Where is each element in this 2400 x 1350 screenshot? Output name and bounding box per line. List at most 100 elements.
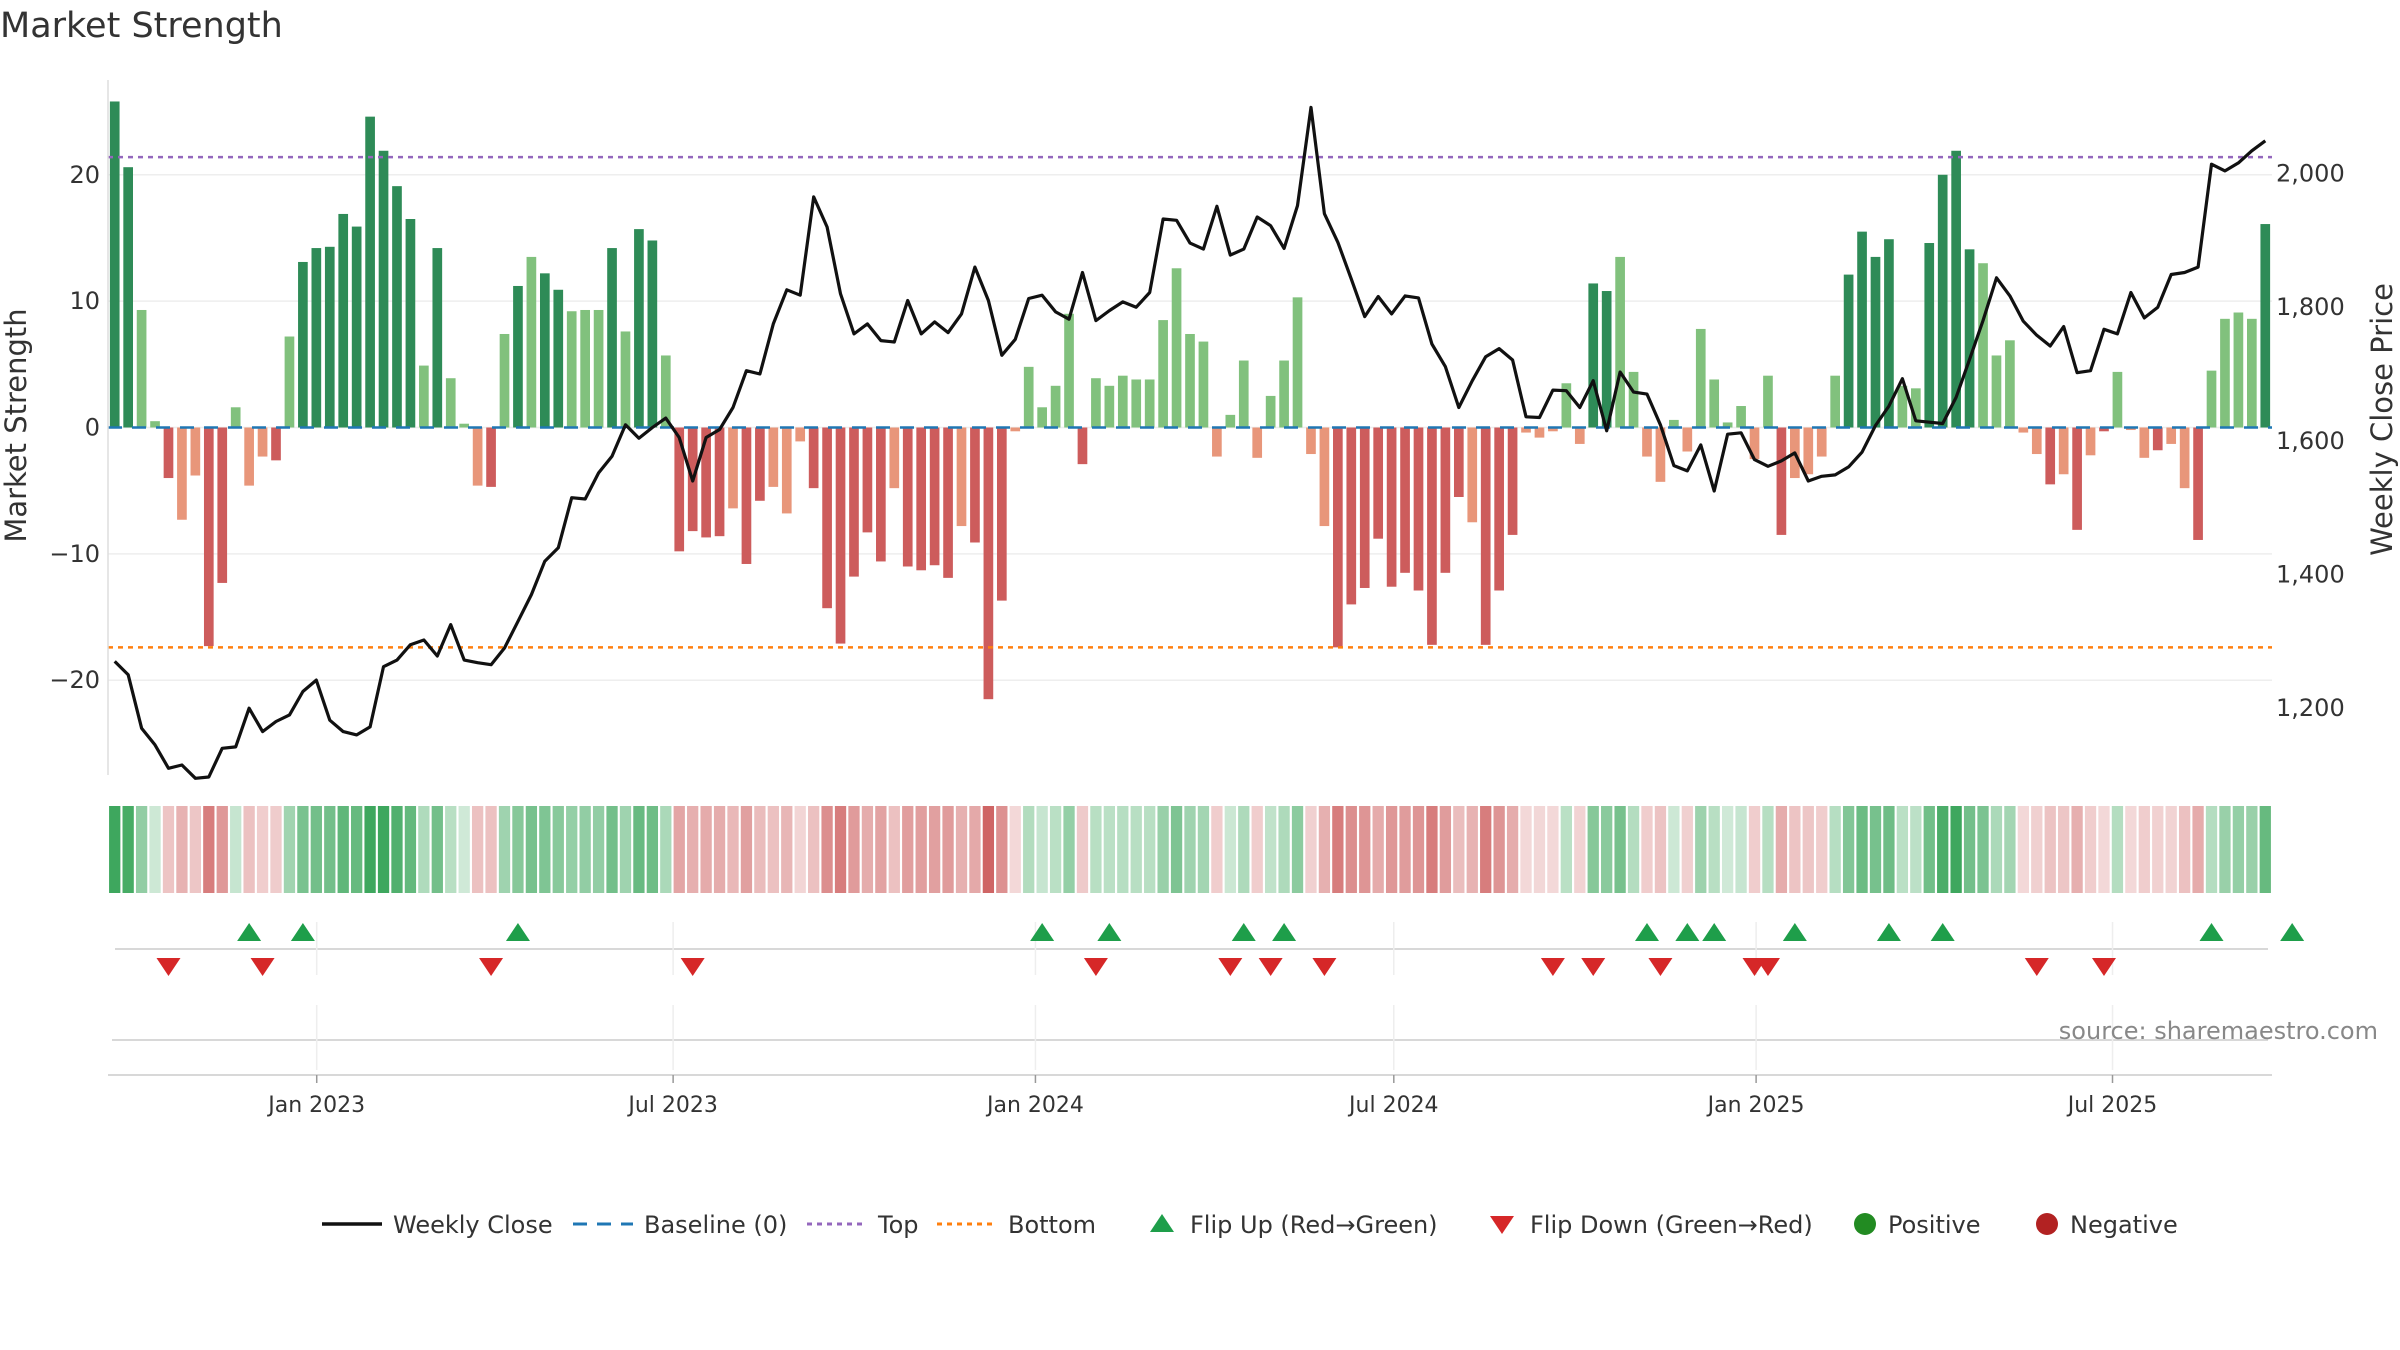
flip-down-marker xyxy=(250,958,275,976)
strength-bar xyxy=(1669,419,1679,428)
strength-bar xyxy=(298,261,308,428)
strength-bar xyxy=(674,427,685,552)
heat-cell xyxy=(1023,806,1035,893)
heat-cell xyxy=(660,806,672,893)
strength-bar xyxy=(1225,414,1236,428)
strength-bar xyxy=(271,427,281,461)
x-tick-label: Jan 2023 xyxy=(266,1093,365,1118)
strength-bar xyxy=(1306,427,1316,455)
strength-bar xyxy=(1494,427,1504,591)
heat-cell xyxy=(216,806,228,893)
heat-cell xyxy=(149,806,161,893)
left-tick-label: 0 xyxy=(85,414,100,442)
strength-bar xyxy=(2139,427,2150,458)
strength-bar xyxy=(405,219,416,428)
strength-bar xyxy=(1615,256,1625,428)
heat-cell xyxy=(1641,806,1653,893)
heat-cell xyxy=(915,806,927,893)
heat-cell xyxy=(767,806,779,893)
strength-bar xyxy=(1238,360,1249,428)
heat-cell xyxy=(740,806,753,893)
strength-bar xyxy=(983,427,994,700)
right-tick-label: 1,800 xyxy=(2276,293,2345,321)
heat-cell xyxy=(1291,806,1304,893)
strength-bar xyxy=(1776,427,1787,535)
strength-bar xyxy=(1117,375,1128,428)
strength-bar xyxy=(768,427,779,487)
strength-bar xyxy=(862,427,873,533)
heat-cell xyxy=(1627,806,1640,893)
strength-bar xyxy=(513,285,523,428)
strength-bar xyxy=(1521,427,1531,433)
strength-bar xyxy=(795,427,806,442)
heat-cell xyxy=(1197,806,1210,893)
legend-swatch-negative xyxy=(2036,1213,2058,1235)
heat-cell xyxy=(2058,806,2070,893)
strength-bar xyxy=(1077,427,1088,465)
heat-cell xyxy=(2178,806,2191,893)
x-tick-label: Jul 2023 xyxy=(626,1093,718,1118)
heat-cell xyxy=(2031,806,2043,893)
strength-bar xyxy=(593,309,604,428)
heat-cell xyxy=(351,806,363,893)
strength-bar xyxy=(1561,383,1572,428)
strength-bar xyxy=(1198,341,1209,428)
strength-bar xyxy=(2206,370,2217,428)
flip-up-marker xyxy=(1231,923,1256,941)
strength-bar xyxy=(2099,427,2109,432)
strength-bar xyxy=(996,427,1007,601)
strength-bar xyxy=(929,427,940,566)
flip-down-marker xyxy=(2091,958,2116,976)
strength-bar xyxy=(1413,427,1424,591)
heat-cell xyxy=(1493,806,1505,893)
strength-bar xyxy=(714,427,725,537)
strength-bar xyxy=(1400,427,1410,573)
legend-label-negative: Negative xyxy=(2070,1211,2178,1239)
strength-bar xyxy=(1763,375,1773,428)
heat-cell xyxy=(1439,806,1452,893)
heat-cell xyxy=(2138,806,2150,893)
strength-bar xyxy=(109,101,120,428)
strength-bar xyxy=(970,427,980,543)
heat-cell xyxy=(1506,806,1519,893)
heat-cell xyxy=(1856,806,1868,893)
heat-cell xyxy=(1695,806,1707,893)
strength-bar xyxy=(1682,427,1693,452)
heat-cell xyxy=(431,806,443,893)
left-tick-label: 20 xyxy=(69,161,100,189)
strength-bar xyxy=(526,256,537,428)
left-tick-label: −20 xyxy=(49,666,100,694)
flip-up-marker xyxy=(1272,923,1297,941)
heat-cell xyxy=(1883,806,1895,893)
axis-layer: −20 −10 0 10 20 1,200 1,400 1,600 1,800 2,000 Mark… xyxy=(0,80,2399,775)
heat-cell xyxy=(1762,806,1774,893)
strength-bar xyxy=(2031,427,2042,455)
heat-cell xyxy=(418,806,430,893)
legend-label-positive: Positive xyxy=(1888,1211,1981,1239)
heat-cell xyxy=(1117,806,1129,893)
strength-bar xyxy=(943,427,953,578)
strength-bars xyxy=(109,101,2271,700)
heat-cell xyxy=(1937,806,1949,893)
heat-cell xyxy=(566,806,578,893)
heat-cell xyxy=(2004,806,2016,893)
strength-bar xyxy=(2152,427,2163,451)
heat-cell xyxy=(821,806,833,893)
strength-bar xyxy=(1722,422,1733,428)
strength-bar xyxy=(1050,385,1061,428)
right-tick-label: 1,400 xyxy=(2276,561,2345,589)
heat-cell xyxy=(2084,806,2097,893)
heat-cell xyxy=(122,806,134,893)
strength-bar xyxy=(1897,385,1908,428)
strength-bar xyxy=(432,248,443,428)
heat-cell xyxy=(2152,806,2164,893)
heat-cell xyxy=(1009,806,1021,893)
heat-cell xyxy=(1453,806,1465,893)
flip-down-marker xyxy=(1581,958,1606,976)
heat-cell xyxy=(1829,806,1841,893)
heat-cell xyxy=(1049,806,1062,893)
strength-bar xyxy=(1951,150,1961,428)
heat-cell xyxy=(1278,806,1290,893)
